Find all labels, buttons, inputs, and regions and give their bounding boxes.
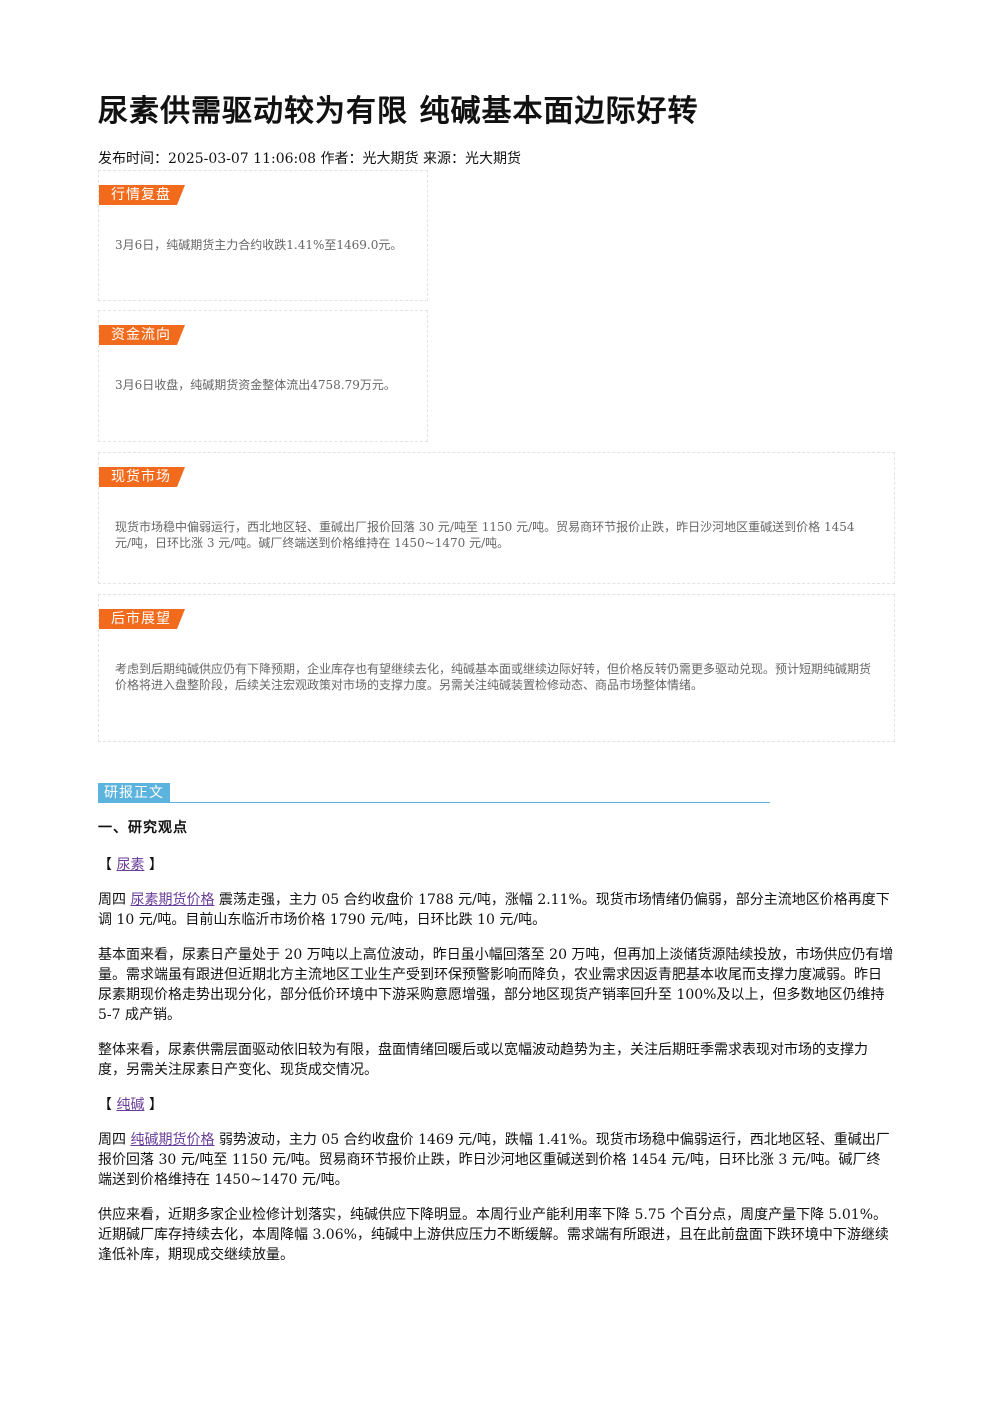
inline-link[interactable]: 尿素期货价格 bbox=[130, 892, 215, 908]
bracket: 【 bbox=[98, 857, 112, 873]
lead: 周四 bbox=[98, 1132, 126, 1148]
paragraph-text: 供应来看，近期多家企业检修计划落实，纯碱供应下降明显。本周行业产能利用率下降 5… bbox=[98, 1207, 889, 1263]
title: 尿素供需驱动较为有限 纯碱基本面边际好转 bbox=[98, 94, 699, 129]
inline-link[interactable]: 纯碱期货价格 bbox=[130, 1132, 215, 1148]
bracket: 】 bbox=[148, 857, 163, 873]
panel: 行情复盘 3月6日，纯碱期货主力合约收跌1.41%至1469.0元。 bbox=[98, 170, 428, 301]
panel: 现货市场现货市场稳中偏弱运行，西北地区轻、重碱出厂报价回落 30 元/吨至 11… bbox=[98, 452, 895, 584]
panel: 资金流向 3月6日收盘，纯碱期货资金整体流出4758.79万元。 bbox=[98, 310, 428, 442]
section-link[interactable]: 纯碱 bbox=[116, 1097, 145, 1113]
bracket: 【 bbox=[98, 1097, 112, 1113]
panel-label: 行情复盘 bbox=[99, 185, 185, 205]
paragraph: 周四 尿素期货价格 震荡走强，主力 05 合约收盘价 1788 元/吨，涨幅 2… bbox=[98, 890, 894, 930]
paragraph: 整体来看，尿素供需层面驱动依旧较为有限，盘面情绪回暖后或以宽幅波动趋势为主，关注… bbox=[98, 1040, 894, 1080]
heading: 一、研究观点 bbox=[98, 820, 188, 836]
bracket: 】 bbox=[148, 1097, 163, 1113]
section-title: 【 尿素 】 bbox=[98, 855, 894, 875]
paragraph-text: 基本面来看，尿素日产量处于 20 万吨以上高位波动，昨日虽小幅回落至 20 万吨… bbox=[98, 947, 894, 1023]
panel-text: 3月6日，纯碱期货主力合约收跌1.41%至1469.0元。 bbox=[115, 238, 403, 252]
panel-label: 后市展望 bbox=[99, 609, 185, 629]
panel: 后市展望考虑到后期纯碱供应仍有下降预期，企业库存也有望继续去化，纯碱基本面或继续… bbox=[98, 594, 895, 742]
panel-text: 现货市场稳中偏弱运行，西北地区轻、重碱出厂报价回落 30 元/吨至 1150 元… bbox=[115, 520, 855, 550]
divider bbox=[98, 802, 770, 803]
panel-text: 3月6日收盘，纯碱期货资金整体流出4758.79万元。 bbox=[115, 378, 396, 392]
section-tag: 研报正文 bbox=[98, 783, 170, 803]
panel-label: 资金流向 bbox=[99, 325, 185, 345]
paragraph-text: 整体来看，尿素供需层面驱动依旧较为有限，盘面情绪回暖后或以宽幅波动趋势为主，关注… bbox=[98, 1042, 868, 1078]
paragraph: 基本面来看，尿素日产量处于 20 万吨以上高位波动，昨日虽小幅回落至 20 万吨… bbox=[98, 945, 894, 1025]
paragraph: 供应来看，近期多家企业检修计划落实，纯碱供应下降明显。本周行业产能利用率下降 5… bbox=[98, 1205, 894, 1265]
paragraph-text: 震荡走强，主力 05 合约收盘价 1788 元/吨，涨幅 2.11%。现货市场情… bbox=[98, 892, 890, 928]
lead: 周四 bbox=[98, 892, 126, 908]
meta: 发布时间：2025-03-07 11:06:08 作者：光大期货 来源：光大期货 bbox=[98, 151, 521, 167]
article: 一、研究观点 【 尿素 】周四 尿素期货价格 震荡走强，主力 05 合约收盘价 … bbox=[98, 818, 894, 1280]
panel-label: 现货市场 bbox=[99, 467, 185, 487]
panel-text: 考虑到后期纯碱供应仍有下降预期，企业库存也有望继续去化，纯碱基本面或继续边际好转… bbox=[115, 662, 872, 692]
paragraph: 周四 纯碱期货价格 弱势波动，主力 05 合约收盘价 1469 元/吨，跌幅 1… bbox=[98, 1130, 894, 1190]
section-title: 【 纯碱 】 bbox=[98, 1095, 894, 1115]
paragraph-text: 弱势波动，主力 05 合约收盘价 1469 元/吨，跌幅 1.41%。现货市场稳… bbox=[98, 1132, 890, 1188]
section-link[interactable]: 尿素 bbox=[116, 857, 145, 873]
